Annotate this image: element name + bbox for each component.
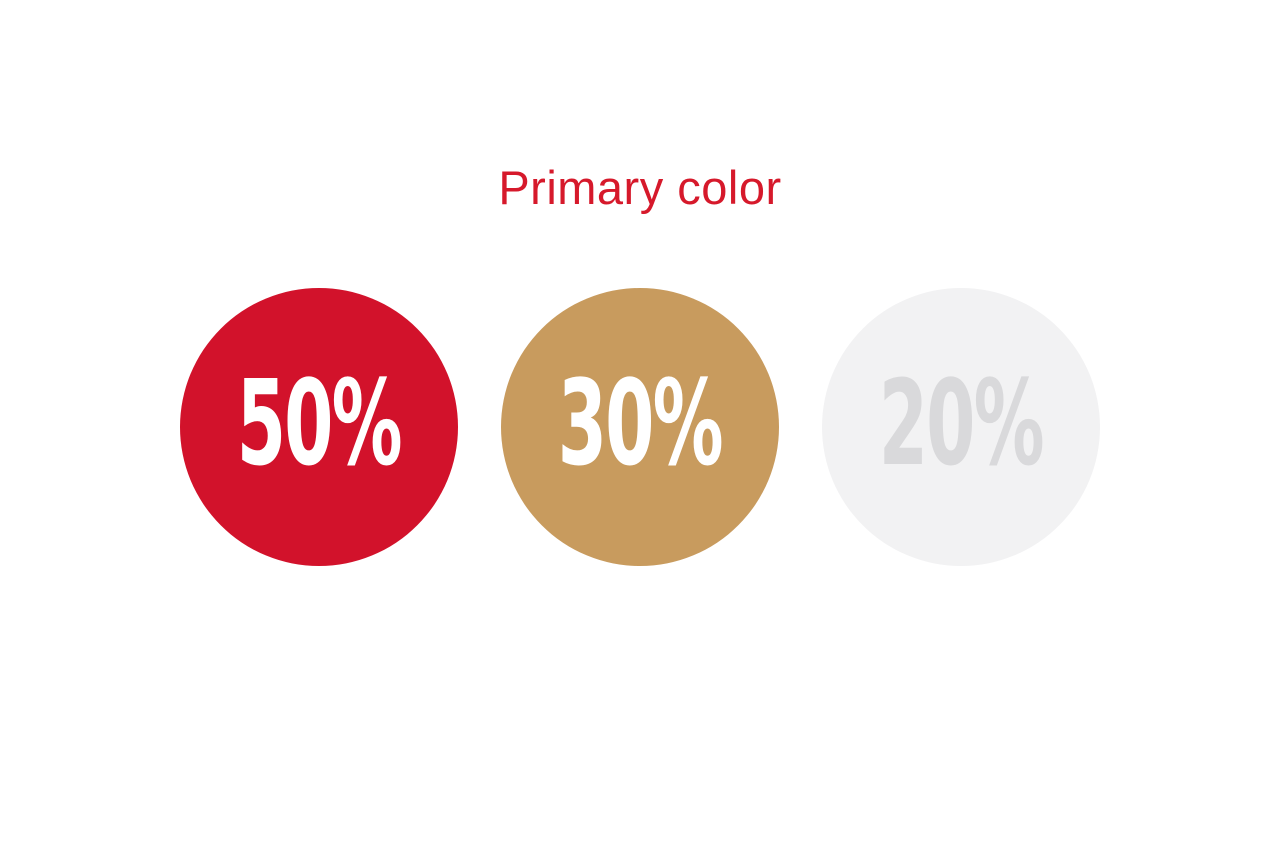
percentage-label-light-gray: 20% bbox=[878, 354, 1045, 492]
percentage-label-gold: 30% bbox=[557, 354, 724, 492]
circle-row: 50% 30% 20% bbox=[0, 288, 1280, 566]
percentage-label-red: 50% bbox=[236, 354, 403, 492]
circle-gold: 30% bbox=[501, 288, 779, 566]
circle-primary-red: 50% bbox=[180, 288, 458, 566]
page-title: Primary color bbox=[498, 161, 782, 214]
circle-light-gray: 20% bbox=[822, 288, 1100, 566]
